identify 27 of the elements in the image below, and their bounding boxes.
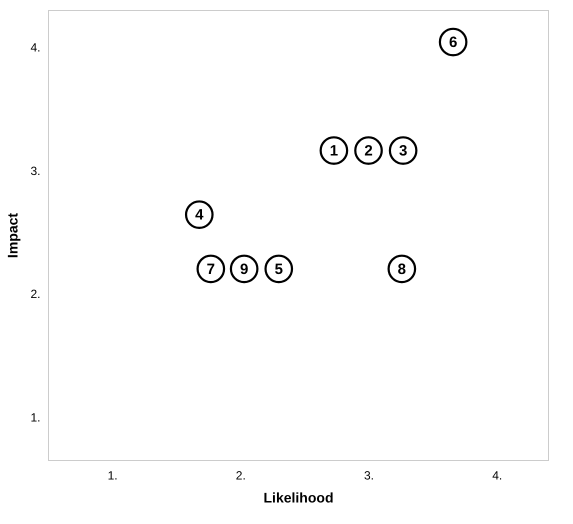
x-tick-label: 4.: [492, 468, 502, 482]
x-tick-label: 3.: [364, 468, 374, 482]
x-axis-title: Likelihood: [264, 490, 334, 506]
annotation: 4: [195, 206, 204, 224]
y-tick-label: 1.: [30, 410, 40, 424]
annotation: 3: [398, 142, 408, 160]
x-tick-label: 1.: [108, 468, 118, 482]
y-tick-label: 2.: [30, 287, 40, 302]
annotation: 6: [448, 34, 458, 52]
annotation: 8: [398, 260, 406, 278]
annotation: 5: [274, 260, 283, 278]
x-tick-label: 2.: [236, 468, 246, 482]
point: [388, 254, 416, 284]
point: [438, 28, 468, 56]
y-tick-label: 4.: [30, 40, 40, 54]
point: [196, 254, 226, 284]
point: [230, 254, 258, 284]
y-axis-title: Impact: [4, 212, 20, 258]
annotation: 7: [206, 260, 215, 278]
annotation: 9: [240, 260, 248, 278]
point: [320, 136, 348, 165]
point: [388, 136, 418, 165]
y-tick-label: 3.: [30, 164, 40, 178]
annotation: 2: [364, 142, 373, 160]
point: [354, 136, 383, 165]
annotation: 1: [330, 142, 338, 160]
point: [264, 254, 294, 284]
